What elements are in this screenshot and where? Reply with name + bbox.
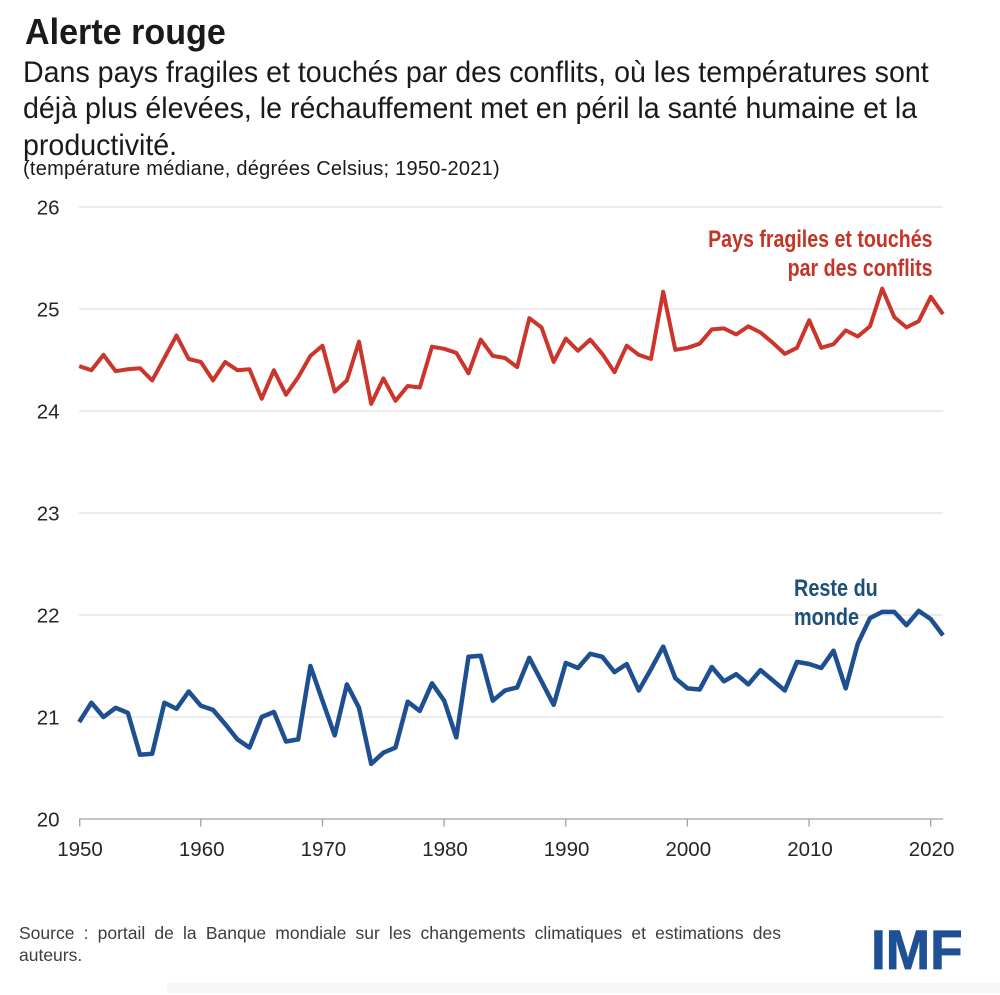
svg-text:1960: 1960 — [179, 838, 225, 861]
svg-text:25: 25 — [37, 299, 60, 322]
svg-text:1970: 1970 — [301, 838, 347, 861]
svg-text:1990: 1990 — [544, 838, 590, 861]
svg-text:22: 22 — [37, 605, 60, 628]
svg-text:2020: 2020 — [909, 838, 955, 861]
svg-text:20: 20 — [37, 809, 60, 832]
svg-text:1950: 1950 — [57, 838, 103, 861]
svg-text:26: 26 — [37, 197, 60, 220]
svg-text:23: 23 — [37, 503, 60, 526]
svg-text:1980: 1980 — [422, 838, 468, 861]
svg-text:2000: 2000 — [665, 838, 711, 861]
svg-text:24: 24 — [37, 401, 60, 424]
svg-text:21: 21 — [37, 707, 60, 730]
svg-text:2010: 2010 — [787, 838, 833, 861]
